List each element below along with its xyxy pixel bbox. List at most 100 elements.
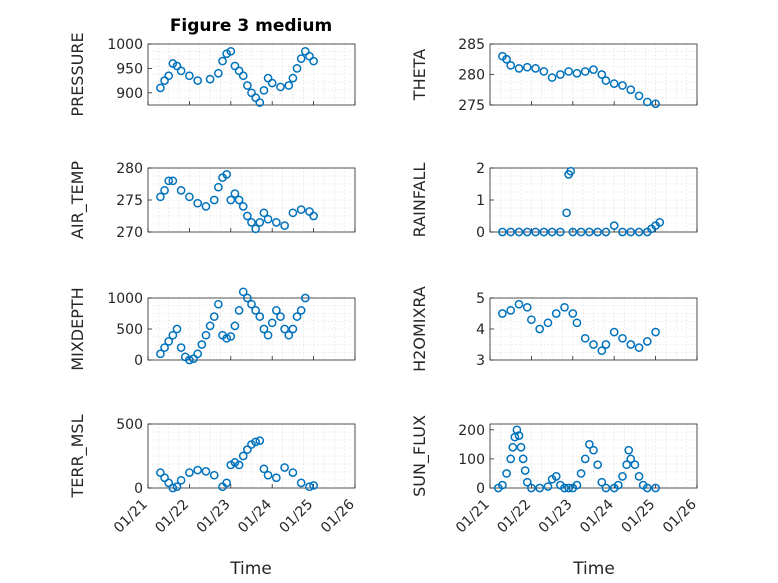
figure-title: Figure 3 medium [170, 16, 332, 36]
x-axis-label-right: Time [572, 559, 615, 579]
data-point [156, 192, 165, 202]
data-point [589, 65, 598, 74]
data-point [193, 76, 203, 85]
data-point [655, 218, 665, 227]
series-points [493, 425, 660, 493]
y-axis-label: H2OMIXRA [410, 286, 429, 372]
series-points [498, 51, 660, 109]
data-point [160, 186, 169, 195]
data-point [271, 306, 281, 315]
data-point [531, 227, 540, 237]
data-point [288, 468, 298, 477]
data-point [176, 66, 186, 76]
data-point [243, 211, 252, 221]
data-point [222, 170, 232, 179]
data-point [568, 309, 578, 318]
y-axis-label: MIXDEPTH [68, 287, 87, 370]
data-point [601, 340, 611, 349]
data-point [543, 482, 553, 491]
data-point [280, 221, 289, 230]
data-point [589, 340, 598, 349]
x-tick-label: 01/23 [194, 497, 234, 537]
x-tick-label: 01/22 [152, 497, 192, 537]
data-point [292, 312, 302, 321]
y-axis-label: TERR_MSL [68, 414, 88, 498]
subplot-7: 0 500 01/21 01/22 01/23 01/24 01/25 01/26 TERR_M… [68, 414, 358, 536]
axes-box [489, 423, 698, 489]
axes-box [147, 43, 356, 106]
data-point [309, 481, 318, 490]
y-axis-label: PRESSURE [68, 32, 87, 116]
y-tick-label: 200 [458, 423, 485, 439]
data-point [185, 468, 194, 477]
y-tick-label: 5 [476, 291, 485, 307]
data-point [168, 176, 178, 186]
data-point [580, 333, 590, 343]
data-point [160, 343, 169, 352]
data-point [201, 330, 211, 340]
subplot-2: 275 280 285 THETA [410, 37, 698, 114]
grid [489, 44, 698, 105]
data-point [309, 56, 318, 66]
data-point [609, 221, 619, 230]
data-point [597, 70, 607, 79]
data-point [626, 340, 636, 349]
data-point [634, 227, 644, 237]
data-point [626, 227, 636, 237]
y-tick-label: 0 [134, 353, 143, 369]
data-point [618, 472, 627, 481]
x-tick-label: 01/21 [111, 497, 151, 537]
data-point [535, 483, 545, 493]
y-tick-label: 100 [458, 452, 485, 468]
data-point [259, 86, 269, 95]
data-point [226, 195, 236, 205]
data-point [580, 67, 590, 76]
data-point [506, 306, 516, 315]
data-point [601, 483, 611, 493]
data-point [498, 309, 507, 318]
data-point [214, 299, 223, 309]
x-tick-label: 01/25 [277, 497, 317, 537]
data-point [609, 79, 619, 89]
y-tick-label: 1000 [107, 291, 143, 307]
data-point [201, 467, 211, 476]
data-point [514, 227, 524, 237]
x-tick-label: 01/24 [235, 496, 275, 536]
data-point [176, 475, 186, 485]
data-point [506, 61, 516, 70]
data-point [634, 343, 644, 352]
x-tick-label: 01/26 [318, 496, 358, 536]
data-point [238, 202, 248, 211]
y-tick-label: 0 [476, 225, 485, 241]
axes-box [147, 423, 356, 489]
data-point [296, 478, 306, 488]
data-point [234, 195, 244, 205]
data-point [288, 73, 298, 83]
subplot-8: 0 100 200 01/21 01/22 01/23 01/24 01/25 01/26 SUN… [410, 415, 700, 536]
data-point [156, 468, 165, 477]
data-point [522, 477, 532, 487]
data-point [243, 81, 252, 90]
data-point [556, 227, 565, 237]
data-point [651, 99, 660, 109]
data-point [193, 198, 203, 208]
data-point [160, 473, 169, 483]
data-point [255, 312, 265, 321]
data-point [566, 166, 576, 176]
x-tick-label: 01/22 [494, 497, 534, 537]
data-point [613, 480, 623, 490]
data-point [576, 469, 586, 478]
data-point [520, 466, 530, 475]
data-point [259, 464, 269, 474]
data-point [267, 318, 277, 328]
data-point [276, 312, 285, 321]
data-point [642, 97, 652, 107]
data-point [522, 227, 532, 237]
data-point [539, 227, 549, 237]
data-point [506, 454, 516, 464]
data-point [201, 202, 211, 211]
subplot-5: 0 500 1000 MIXDEPTH [68, 287, 356, 371]
data-point [168, 483, 178, 493]
data-point [626, 454, 636, 464]
